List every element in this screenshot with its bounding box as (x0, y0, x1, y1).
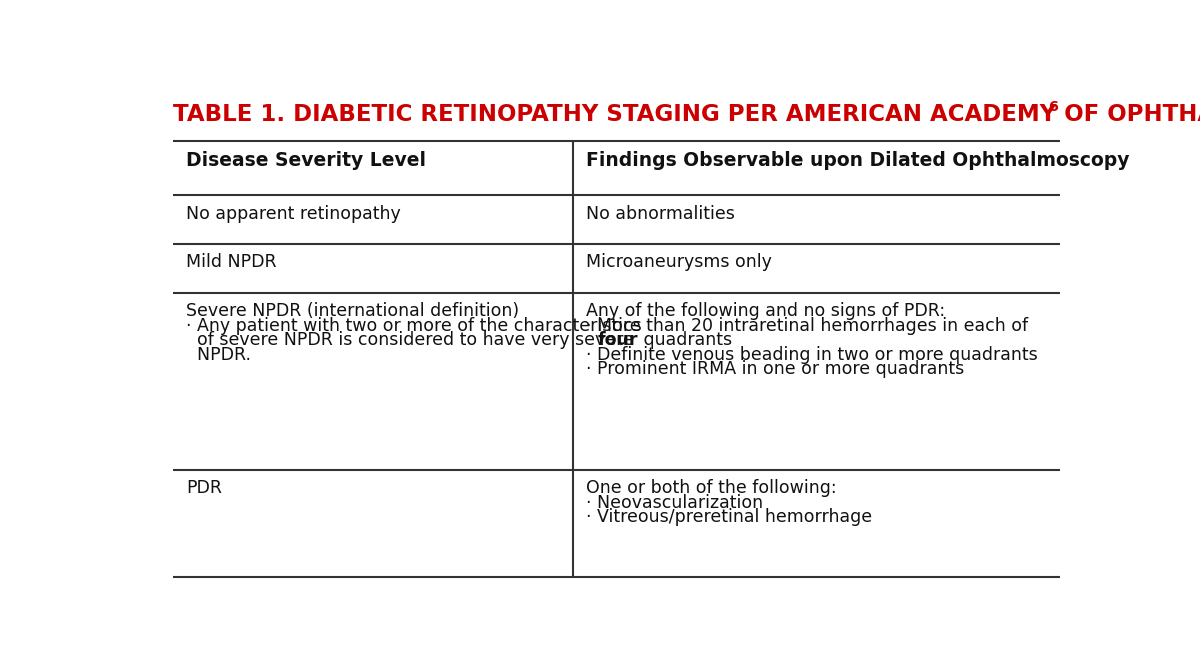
Text: One or both of the following:: One or both of the following: (586, 479, 836, 497)
Text: Severe NPDR (international definition): Severe NPDR (international definition) (186, 302, 520, 320)
Text: TABLE 1. DIABETIC RETINOPATHY STAGING PER AMERICAN ACADEMY OF OPHTHALMOLOGY: TABLE 1. DIABETIC RETINOPATHY STAGING PE… (173, 103, 1200, 126)
Text: NPDR.: NPDR. (186, 346, 251, 364)
Text: · Neovascularization: · Neovascularization (586, 494, 763, 511)
Text: quadrants: quadrants (637, 331, 732, 349)
Text: Microaneurysms only: Microaneurysms only (586, 253, 772, 271)
Text: Disease Severity Level: Disease Severity Level (186, 151, 426, 170)
Text: of severe NPDR is considered to have very severe: of severe NPDR is considered to have ver… (186, 331, 634, 349)
Text: · Prominent IRMA in one or more quadrants: · Prominent IRMA in one or more quadrant… (586, 360, 965, 378)
Text: · Vitreous/preretinal hemorrhage: · Vitreous/preretinal hemorrhage (586, 508, 872, 526)
Text: · More than 20 intraretinal hemorrhages in each of: · More than 20 intraretinal hemorrhages … (586, 316, 1028, 334)
Text: · Definite venous beading in two or more quadrants: · Definite venous beading in two or more… (586, 346, 1038, 364)
Text: Mild NPDR: Mild NPDR (186, 253, 277, 271)
Text: four: four (598, 331, 637, 349)
Text: 6: 6 (1048, 101, 1057, 115)
Text: PDR: PDR (186, 479, 222, 497)
Text: Any of the following and no signs of PDR:: Any of the following and no signs of PDR… (586, 302, 946, 320)
Text: No apparent retinopathy: No apparent retinopathy (186, 204, 401, 222)
Text: No abnormalities: No abnormalities (586, 204, 736, 222)
Text: · Any patient with two or more of the characteristics: · Any patient with two or more of the ch… (186, 316, 642, 334)
Text: Findings Observable upon Dilated Ophthalmoscopy: Findings Observable upon Dilated Ophthal… (586, 151, 1129, 170)
